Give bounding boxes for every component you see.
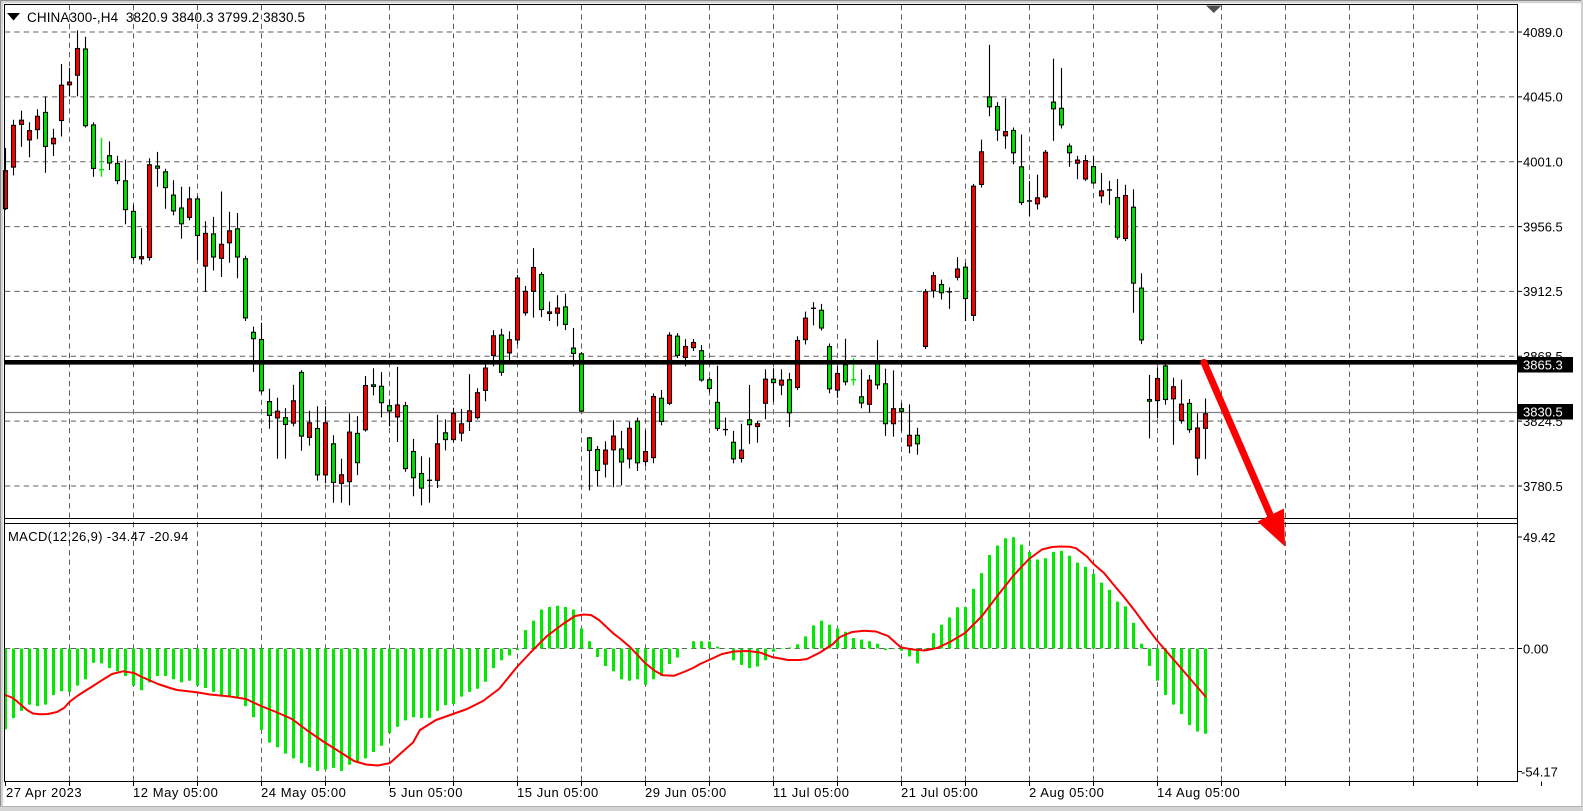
svg-text:21 Jul 05:00: 21 Jul 05:00: [901, 785, 978, 800]
svg-text:0.00: 0.00: [1523, 641, 1548, 656]
svg-text:12 May 05:00: 12 May 05:00: [133, 785, 218, 800]
svg-text:11 Jul 05:00: 11 Jul 05:00: [773, 785, 849, 800]
svg-text:2 Aug 05:00: 2 Aug 05:00: [1029, 785, 1104, 800]
svg-text:-54.17: -54.17: [1521, 764, 1558, 779]
svg-text:15 Jun 05:00: 15 Jun 05:00: [517, 785, 599, 800]
svg-text:3912.5: 3912.5: [1523, 284, 1563, 299]
svg-text:CHINA300-,H4 3820.9 3840.3 37: CHINA300-,H4 3820.9 3840.3 3799.2 3830.5: [27, 10, 305, 25]
svg-text:3830.5: 3830.5: [1523, 404, 1563, 419]
svg-text:27 Apr 2023: 27 Apr 2023: [6, 785, 82, 800]
svg-text:MACD(12,26,9) -34.47 -20.94: MACD(12,26,9) -34.47 -20.94: [8, 529, 189, 544]
svg-text:4045.0: 4045.0: [1523, 90, 1563, 105]
svg-text:3865.3: 3865.3: [1523, 357, 1563, 372]
svg-text:29 Jun 05:00: 29 Jun 05:00: [645, 785, 727, 800]
svg-text:14 Aug 05:00: 14 Aug 05:00: [1157, 785, 1240, 800]
svg-text:3780.5: 3780.5: [1523, 479, 1563, 494]
svg-text:4001.0: 4001.0: [1523, 155, 1563, 170]
svg-text:24 May 05:00: 24 May 05:00: [261, 785, 346, 800]
svg-text:49.42: 49.42: [1523, 530, 1556, 545]
svg-text:4089.0: 4089.0: [1523, 25, 1563, 40]
svg-text:3956.5: 3956.5: [1523, 219, 1563, 234]
svg-text:5 Jun 05:00: 5 Jun 05:00: [389, 785, 463, 800]
